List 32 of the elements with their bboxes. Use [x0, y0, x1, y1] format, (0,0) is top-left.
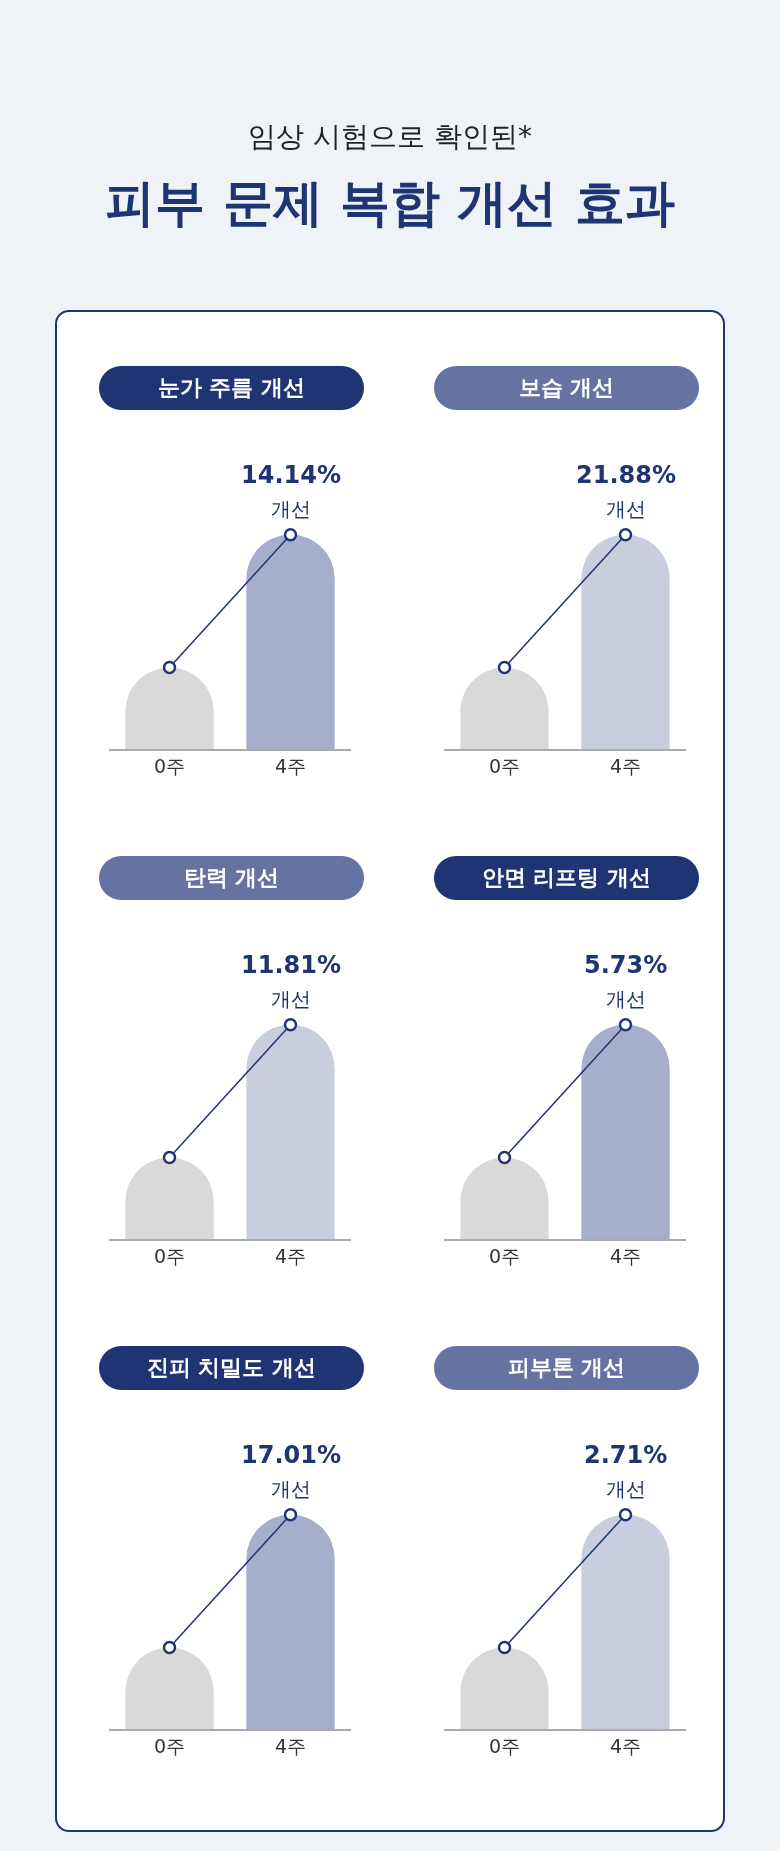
chart-title: 안면 리프팅 개선	[434, 856, 699, 900]
annotation: 21.88%	[576, 461, 676, 489]
chart-title: 진피 치밀도 개선	[99, 1346, 364, 1390]
chart-title: 피부톤 개선	[434, 1346, 699, 1390]
x-tick-label: 4주	[274, 755, 307, 778]
x-tick-label: 4주	[609, 1735, 642, 1758]
x-tick-label: 0주	[488, 1245, 521, 1268]
x-tick-label: 0주	[488, 755, 521, 778]
annotation: 14.14%	[241, 461, 341, 489]
x-tick-label: 0주	[153, 1245, 186, 1268]
x-tick-label: 0주	[488, 1735, 521, 1758]
text: 임상 시험으로 확인된*	[247, 119, 533, 155]
chart-title: 눈가 주름 개선	[99, 366, 364, 410]
annotation: 개선	[271, 987, 311, 1011]
annotation: 17.01%	[241, 1441, 341, 1469]
x-tick-label: 4주	[274, 1735, 307, 1758]
annotation: 5.73%	[584, 951, 668, 979]
x-tick-label: 0주	[153, 755, 186, 778]
annotation: 개선	[606, 987, 646, 1011]
chart-title: 보습 개선	[434, 366, 699, 410]
x-tick-label: 4주	[274, 1245, 307, 1268]
annotation: 개선	[606, 1477, 646, 1501]
x-tick-label: 4주	[609, 755, 642, 778]
annotation: 11.81%	[241, 951, 341, 979]
x-tick-label: 4주	[609, 1245, 642, 1268]
chart-title: 탄력 개선	[99, 856, 364, 900]
x-tick-label: 0주	[153, 1735, 186, 1758]
annotation: 개선	[271, 497, 311, 521]
text: 피부 문제 복합 개선 효과	[104, 173, 676, 234]
annotation: 2.71%	[584, 1441, 668, 1469]
annotation: 개선	[271, 1477, 311, 1501]
annotation: 개선	[606, 497, 646, 521]
